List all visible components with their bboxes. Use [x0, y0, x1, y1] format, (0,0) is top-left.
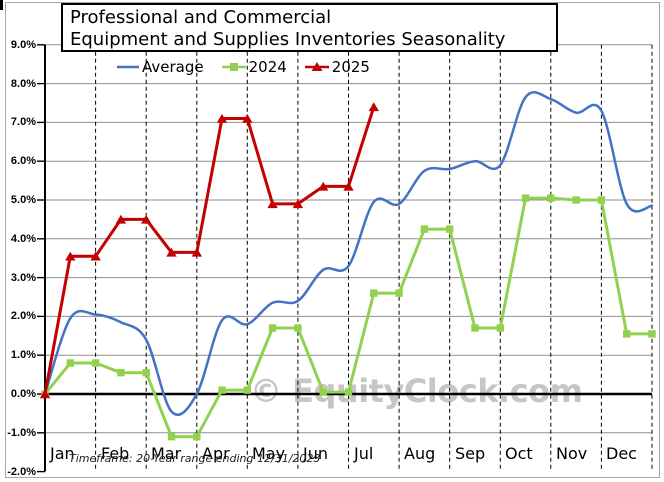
legend-item-2025: 2025 [304, 58, 370, 76]
series-average [43, 91, 654, 416]
square-marker-icon [521, 194, 530, 202]
corner-mark [0, 0, 3, 10]
chart-title-line2: Equipment and Supplies Inventories Seaso… [70, 29, 506, 50]
y-axis-label: 3.0% [10, 272, 36, 284]
square-marker-icon [294, 324, 302, 332]
month-label-oct: Oct [505, 444, 533, 463]
triangle-marker-icon [216, 113, 228, 123]
square-marker-icon [648, 330, 656, 338]
month-label-mar: Mar [151, 444, 182, 463]
square-marker-icon [597, 196, 606, 204]
triangle-marker-icon [90, 251, 101, 261]
square-marker-icon [319, 388, 327, 396]
square-marker-icon [420, 225, 429, 233]
month-label-apr: Apr [202, 444, 230, 463]
triangle-marker-icon [166, 247, 177, 257]
square-marker-icon [221, 63, 246, 71]
y-axis-label: -1.0% [7, 427, 36, 439]
month-label-jan: Jan [50, 444, 75, 463]
y-axis-label: 7.0% [10, 116, 36, 128]
y-axis-label: 9.0% [10, 39, 36, 51]
y-axis-label: 6.0% [10, 155, 36, 167]
square-marker-icon [370, 289, 378, 297]
square-marker-icon [572, 196, 580, 204]
square-marker-icon [268, 324, 277, 332]
month-label-nov: Nov [556, 444, 588, 463]
triangle-marker-icon [141, 214, 152, 224]
month-label-feb: Feb [101, 444, 130, 463]
legend-label-2024: 2024 [248, 58, 287, 76]
legend-label-2025: 2025 [331, 58, 370, 76]
timeframe-note: Timeframe: 20-Year range ending 12/31/20… [69, 452, 321, 465]
triangle-marker-icon [292, 199, 304, 209]
legend-label-average: Average [142, 58, 204, 76]
square-marker-icon [142, 369, 150, 377]
triangle-marker-icon [242, 113, 253, 123]
month-label-aug: Aug [404, 444, 436, 463]
y-axis-label: 5.0% [10, 194, 36, 206]
month-label-jul: Jul [354, 444, 374, 463]
square-marker-icon [623, 330, 631, 338]
triangle-marker-icon [343, 181, 354, 191]
square-marker-icon [446, 225, 454, 233]
y-axis-label: 4.0% [10, 233, 36, 245]
square-marker-icon [243, 386, 251, 394]
triangle-marker-icon [318, 181, 329, 191]
equityclock-watermark: © EquityClock.com [250, 372, 583, 410]
triangle-marker-icon [39, 389, 51, 399]
y-axis-label: 0.0% [10, 388, 36, 400]
square-marker-icon [395, 289, 403, 297]
month-label-may: May [252, 444, 286, 463]
y-axis-label: 8.0% [10, 78, 36, 90]
triangle-marker-icon [304, 62, 329, 71]
triangle-marker-icon [191, 247, 202, 257]
square-marker-icon [117, 369, 125, 377]
y-axis-label: -2.0% [7, 466, 36, 478]
title-box: Professional and Commercial Equipment an… [61, 3, 558, 52]
legend: Average 2024 2025 [116, 58, 370, 76]
legend-item-average: Average [116, 58, 204, 76]
month-label-sep: Sep [455, 444, 486, 463]
triangle-marker-icon [368, 102, 379, 112]
square-marker-icon [547, 194, 555, 202]
square-marker-icon [91, 359, 100, 367]
legend-item-2024: 2024 [221, 58, 287, 76]
square-marker-icon [66, 359, 74, 367]
y-axis-label: 1.0% [10, 349, 36, 361]
chart-title-line1: Professional and Commercial [70, 7, 332, 28]
square-marker-icon [167, 433, 176, 441]
square-marker-icon [496, 324, 504, 332]
average-line-icon [117, 65, 139, 69]
triangle-marker-icon [65, 251, 76, 261]
y-axis-label: 2.0% [10, 310, 36, 322]
square-marker-icon [471, 324, 479, 332]
square-marker-icon [193, 433, 201, 441]
series-2025 [43, 105, 376, 396]
square-marker-icon [344, 388, 353, 396]
triangle-marker-icon [267, 199, 278, 209]
square-marker-icon [218, 386, 226, 394]
month-label-jun: Jun [303, 444, 328, 463]
month-label-dec: Dec [606, 444, 637, 463]
triangle-marker-icon [115, 214, 127, 224]
